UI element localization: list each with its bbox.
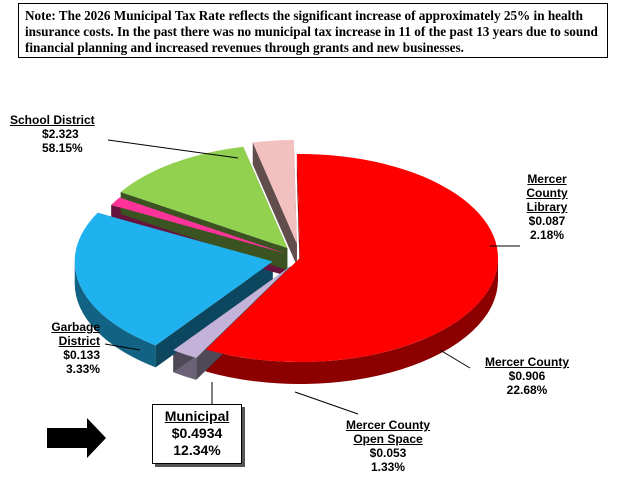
slice-name: Open Space <box>353 432 423 446</box>
arrow-icon <box>47 418 106 458</box>
slice-value: $0.053 <box>369 446 407 460</box>
slice-name: County <box>526 186 568 200</box>
note-box: Note: The 2026 Municipal Tax Rate reflec… <box>18 3 608 58</box>
label-school-district: School District $2.323 58.15% <box>10 113 95 155</box>
leader-county <box>439 349 471 369</box>
pie-slice-mercer-county-library <box>173 266 291 358</box>
pie-edge-mercer-county-0 <box>155 261 273 368</box>
slice-percent: 58.15% <box>42 141 83 155</box>
slice-name: Mercer County <box>484 355 570 369</box>
pie-edge-school-district-0 <box>296 154 300 280</box>
slice-value: $2.323 <box>42 127 79 141</box>
slice-name: School District <box>10 113 95 127</box>
slice-name: District <box>58 334 100 348</box>
pie-side-mercer-county <box>74 261 156 368</box>
slice-percent: 1.33% <box>370 460 406 474</box>
leader-openspace <box>294 391 359 415</box>
slice-name: Municipal <box>164 408 230 424</box>
slice-value: $0.906 <box>508 369 546 383</box>
pie-slice-mercer-county <box>74 212 273 346</box>
slice-value: $0.4934 <box>171 425 223 441</box>
label-mercer-county: Mercer County $0.906 22.68% <box>472 355 582 397</box>
slice-percent: 2.18% <box>529 228 565 242</box>
label-library: Mercer County Library $0.087 2.18% <box>512 172 582 242</box>
slice-percent: 12.34% <box>173 442 221 458</box>
pie-slice-school-district <box>205 154 498 362</box>
pie-slice-garbage-district <box>252 139 297 244</box>
pie-slice-mercer-county-open-space <box>111 197 287 254</box>
leader-school <box>107 139 239 159</box>
label-open-space: Mercer County Open Space $0.053 1.33% <box>338 418 438 474</box>
label-municipal: Municipal $0.4934 12.34% <box>152 404 242 464</box>
slice-percent: 22.68% <box>506 383 548 397</box>
leader-garbage <box>104 343 141 351</box>
slice-name: Mercer <box>527 172 567 186</box>
pie-side-school-district <box>205 258 498 385</box>
pie-edge-municipal-0 <box>120 191 288 271</box>
pie-slice-municipal <box>120 146 288 249</box>
slice-value: $0.133 <box>63 348 100 362</box>
slice-name: Garbage <box>51 320 100 334</box>
note-text: Note: The 2026 Municipal Tax Rate reflec… <box>25 8 598 55</box>
pie-edge-garbage-district-0 <box>252 142 297 266</box>
slice-name: Mercer County <box>345 418 431 432</box>
slice-name: Library <box>526 200 568 214</box>
slice-percent: 3.33% <box>65 362 100 376</box>
label-garbage-district: Garbage District $0.133 3.33% <box>30 320 100 376</box>
slice-value: $0.087 <box>528 214 566 228</box>
